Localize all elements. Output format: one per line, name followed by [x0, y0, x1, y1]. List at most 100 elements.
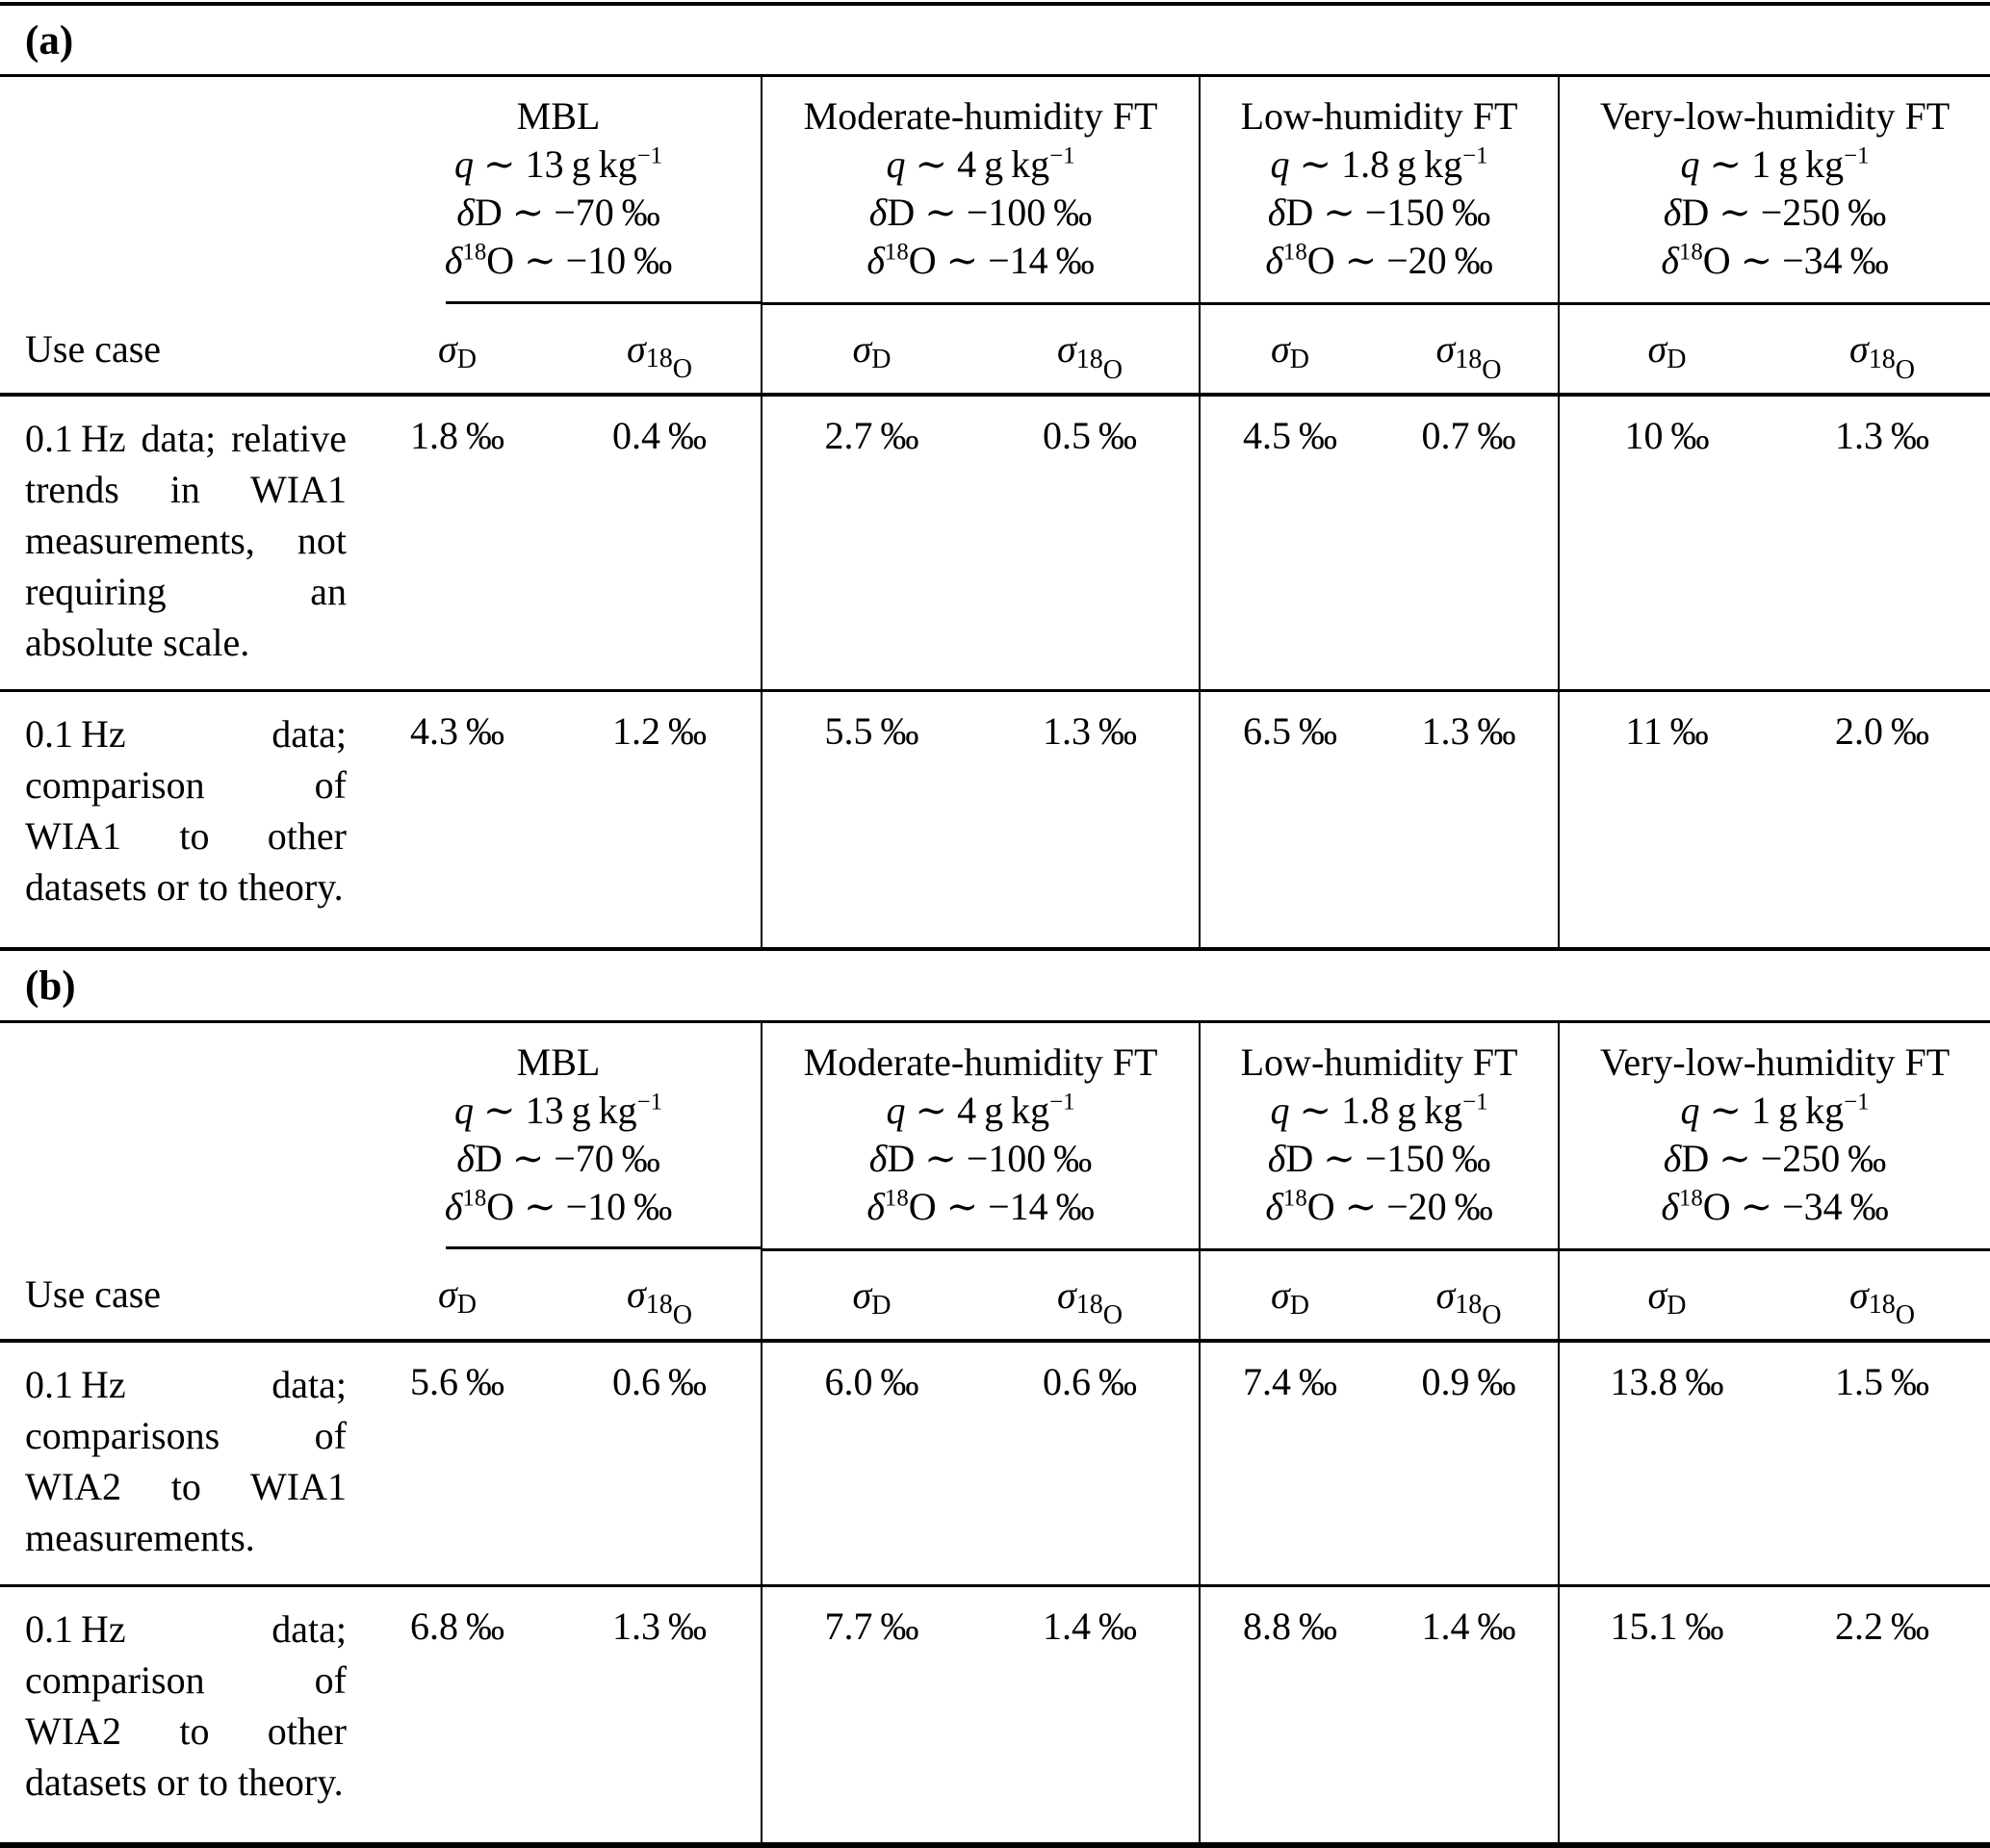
use-case-cell: 0.1 Hz data; compari­son of WIA1 to othe…	[0, 690, 356, 952]
column-group-header: Very-low-humidity FT q ∼ 1 g kg−1 δD ∼ −25…	[1558, 77, 1990, 306]
panel-a-header-rule	[0, 74, 1990, 78]
uncertainty-value-cell: 0.7 ‰	[1380, 395, 1560, 693]
group-condition-line: q ∼ 4 g kg−1	[886, 142, 1075, 187]
group-condition-line: q ∼ 1 g kg−1	[1680, 142, 1870, 187]
group-condition-line: δD ∼ −250 ‰	[1663, 1136, 1887, 1180]
group-name: Very-low-humidity FT	[1599, 94, 1951, 139]
uncertainty-value-cell: 1.8 ‰	[356, 395, 558, 693]
group-condition-line: δ18O ∼ −34 ‰	[1661, 1184, 1889, 1228]
group-name: Low-humidity FT	[1240, 1040, 1518, 1084]
table-row: 0.1 Hz data; compar­isons of WIA2 to WIA…	[0, 1340, 1990, 1587]
sub-header-row: Use case σD σ18O σD σ18O σD σ18O σD σ18O	[0, 303, 1990, 398]
corner-cell	[0, 1023, 356, 1250]
uncertainty-value-cell: 15.1 ‰	[1558, 1585, 1775, 1848]
group-condition-line: δD ∼ −70 ‰	[456, 191, 660, 235]
group-condition-line: q ∼ 1.8 g kg−1	[1270, 142, 1488, 187]
sigma-18o-header: σ18O	[1380, 303, 1560, 398]
uncertainty-value-cell: 0.5 ‰	[981, 395, 1201, 693]
uncertainty-value-cell: 4.5 ‰	[1199, 395, 1381, 693]
panel-b-header-rule	[0, 1019, 1990, 1023]
group-condition-line: δ18O ∼ −20 ‰	[1265, 239, 1493, 283]
column-group-header: Low-humidity FT q ∼ 1.8 g kg−1 δD ∼ −150 ‰…	[1199, 1022, 1560, 1251]
panel-b-label: (b)	[25, 963, 76, 1010]
uncertainty-value-cell: 6.8 ‰	[356, 1585, 558, 1848]
sigma-18o-header: σ18O	[981, 303, 1201, 398]
sigma-18o-header: σ18O	[1380, 1249, 1560, 1343]
uncertainty-value-cell: 0.4 ‰	[558, 395, 762, 693]
uncertainty-value-cell: 1.3 ‰	[558, 1585, 762, 1848]
column-group-header: Moderate-humidity FT q ∼ 4 g kg−1 δD ∼ −10…	[761, 77, 1201, 306]
group-condition-line: δ18O ∼ −10 ‰	[444, 1184, 673, 1228]
uncertainty-value-cell: 6.5 ‰	[1199, 690, 1381, 952]
column-group-header: MBL q ∼ 13 g kg−1 δD ∼ −70 ‰ δ18O ∼ −10 ‰	[356, 77, 762, 304]
sigma-d-header: σD	[1558, 303, 1775, 398]
group-name: Moderate-humidity FT	[803, 94, 1158, 139]
sigma-d-header: σD	[1199, 1249, 1381, 1343]
group-condition-line: q ∼ 1 g kg−1	[1680, 1088, 1870, 1132]
group-condition-line: q ∼ 13 g kg−1	[454, 142, 662, 187]
uncertainty-value-cell: 8.8 ‰	[1199, 1585, 1381, 1848]
column-group-header: MBL q ∼ 13 g kg−1 δD ∼ −70 ‰ δ18O ∼ −10 ‰	[356, 1022, 762, 1250]
table-row: 0.1 Hz data; compari­son of WIA2 to othe…	[0, 1585, 1990, 1848]
use-case-column-header: Use case	[0, 303, 356, 398]
column-group-header-row: MBL q ∼ 13 g kg−1 δD ∼ −70 ‰ δ18O ∼ −10 ‰ Mo…	[0, 1022, 1990, 1251]
group-name: Very-low-humidity FT	[1599, 1040, 1951, 1084]
sigma-d-header: σD	[1558, 1249, 1775, 1343]
column-group-header: Moderate-humidity FT q ∼ 4 g kg−1 δD ∼ −10…	[761, 1022, 1201, 1251]
column-group-header-row: MBL q ∼ 13 g kg−1 δD ∼ −70 ‰ δ18O ∼ −10 ‰ Mo…	[0, 77, 1990, 306]
uncertainty-value-cell: 7.4 ‰	[1199, 1340, 1381, 1587]
uncertainty-value-cell: 5.6 ‰	[356, 1340, 558, 1587]
uncertainty-value-cell: 1.3 ‰	[1774, 395, 1990, 693]
group-name: MBL	[516, 1040, 601, 1084]
top-rule	[0, 2, 1990, 6]
uncertainty-value-cell: 2.7 ‰	[761, 395, 982, 693]
column-group-header: Low-humidity FT q ∼ 1.8 g kg−1 δD ∼ −150 ‰…	[1199, 77, 1560, 306]
uncertainty-value-cell: 0.6 ‰	[981, 1340, 1201, 1587]
uncertainty-value-cell: 1.3 ‰	[1380, 690, 1560, 952]
sub-header-row: Use case σD σ18O σD σ18O σD σ18O σD σ18O	[0, 1249, 1990, 1343]
uncertainty-value-cell: 2.2 ‰	[1774, 1585, 1990, 1848]
corner-cell	[0, 77, 356, 304]
table-panel-b: MBL q ∼ 13 g kg−1 δD ∼ −70 ‰ δ18O ∼ −10 ‰ Mo…	[0, 1022, 1990, 1848]
sigma-18o-header: σ18O	[1774, 1249, 1990, 1343]
group-condition-line: δD ∼ −70 ‰	[456, 1136, 660, 1180]
group-condition-line: δ18O ∼ −20 ‰	[1265, 1184, 1493, 1228]
group-condition-line: q ∼ 1.8 g kg−1	[1270, 1088, 1488, 1132]
uncertainty-value-cell: 4.3 ‰	[356, 690, 558, 952]
group-condition-line: δ18O ∼ −14 ‰	[866, 1184, 1095, 1228]
sigma-18o-header: σ18O	[558, 1249, 762, 1343]
sigma-d-header: σD	[1199, 303, 1381, 398]
group-name: MBL	[516, 94, 601, 139]
sigma-18o-header: σ18O	[981, 1249, 1201, 1343]
group-condition-line: q ∼ 13 g kg−1	[454, 1088, 662, 1132]
group-name: Low-humidity FT	[1240, 94, 1518, 139]
uncertainty-value-cell: 1.4 ‰	[1380, 1585, 1560, 1848]
table-row: 0.1 Hz data; compari­son of WIA1 to othe…	[0, 690, 1990, 952]
uncertainty-value-cell: 6.0 ‰	[761, 1340, 982, 1587]
panel-a-label: (a)	[25, 18, 74, 64]
group-condition-line: δ18O ∼ −34 ‰	[1661, 239, 1889, 283]
use-case-cell: 0.1 Hz data; compar­isons of WIA2 to WIA…	[0, 1340, 356, 1587]
sigma-d-header: σD	[356, 303, 558, 398]
sigma-d-header: σD	[356, 1249, 558, 1343]
group-condition-line: δ18O ∼ −14 ‰	[866, 239, 1095, 283]
group-condition-line: δ18O ∼ −10 ‰	[444, 239, 673, 283]
table-row: 0.1 Hz data; rela­tive trends in WIA1 me…	[0, 395, 1990, 693]
uncertainty-value-cell: 1.5 ‰	[1774, 1340, 1990, 1587]
use-case-column-header: Use case	[0, 1249, 356, 1343]
sigma-18o-header: σ18O	[1774, 303, 1990, 398]
group-condition-line: δD ∼ −100 ‰	[868, 191, 1093, 235]
sigma-d-header: σD	[761, 1249, 982, 1343]
uncertainty-value-cell: 0.6 ‰	[558, 1340, 762, 1587]
sigma-d-header: σD	[761, 303, 982, 398]
uncertainty-value-cell: 1.2 ‰	[558, 690, 762, 952]
use-case-cell: 0.1 Hz data; compari­son of WIA2 to othe…	[0, 1585, 356, 1848]
uncertainty-value-cell: 1.4 ‰	[981, 1585, 1201, 1848]
column-group-header: Very-low-humidity FT q ∼ 1 g kg−1 δD ∼ −25…	[1558, 1022, 1990, 1251]
group-condition-line: δD ∼ −250 ‰	[1663, 191, 1887, 235]
uncertainty-value-cell: 11 ‰	[1558, 690, 1775, 952]
group-condition-line: δD ∼ −150 ‰	[1267, 191, 1491, 235]
sigma-18o-header: σ18O	[558, 303, 762, 398]
group-condition-line: δD ∼ −150 ‰	[1267, 1136, 1491, 1180]
